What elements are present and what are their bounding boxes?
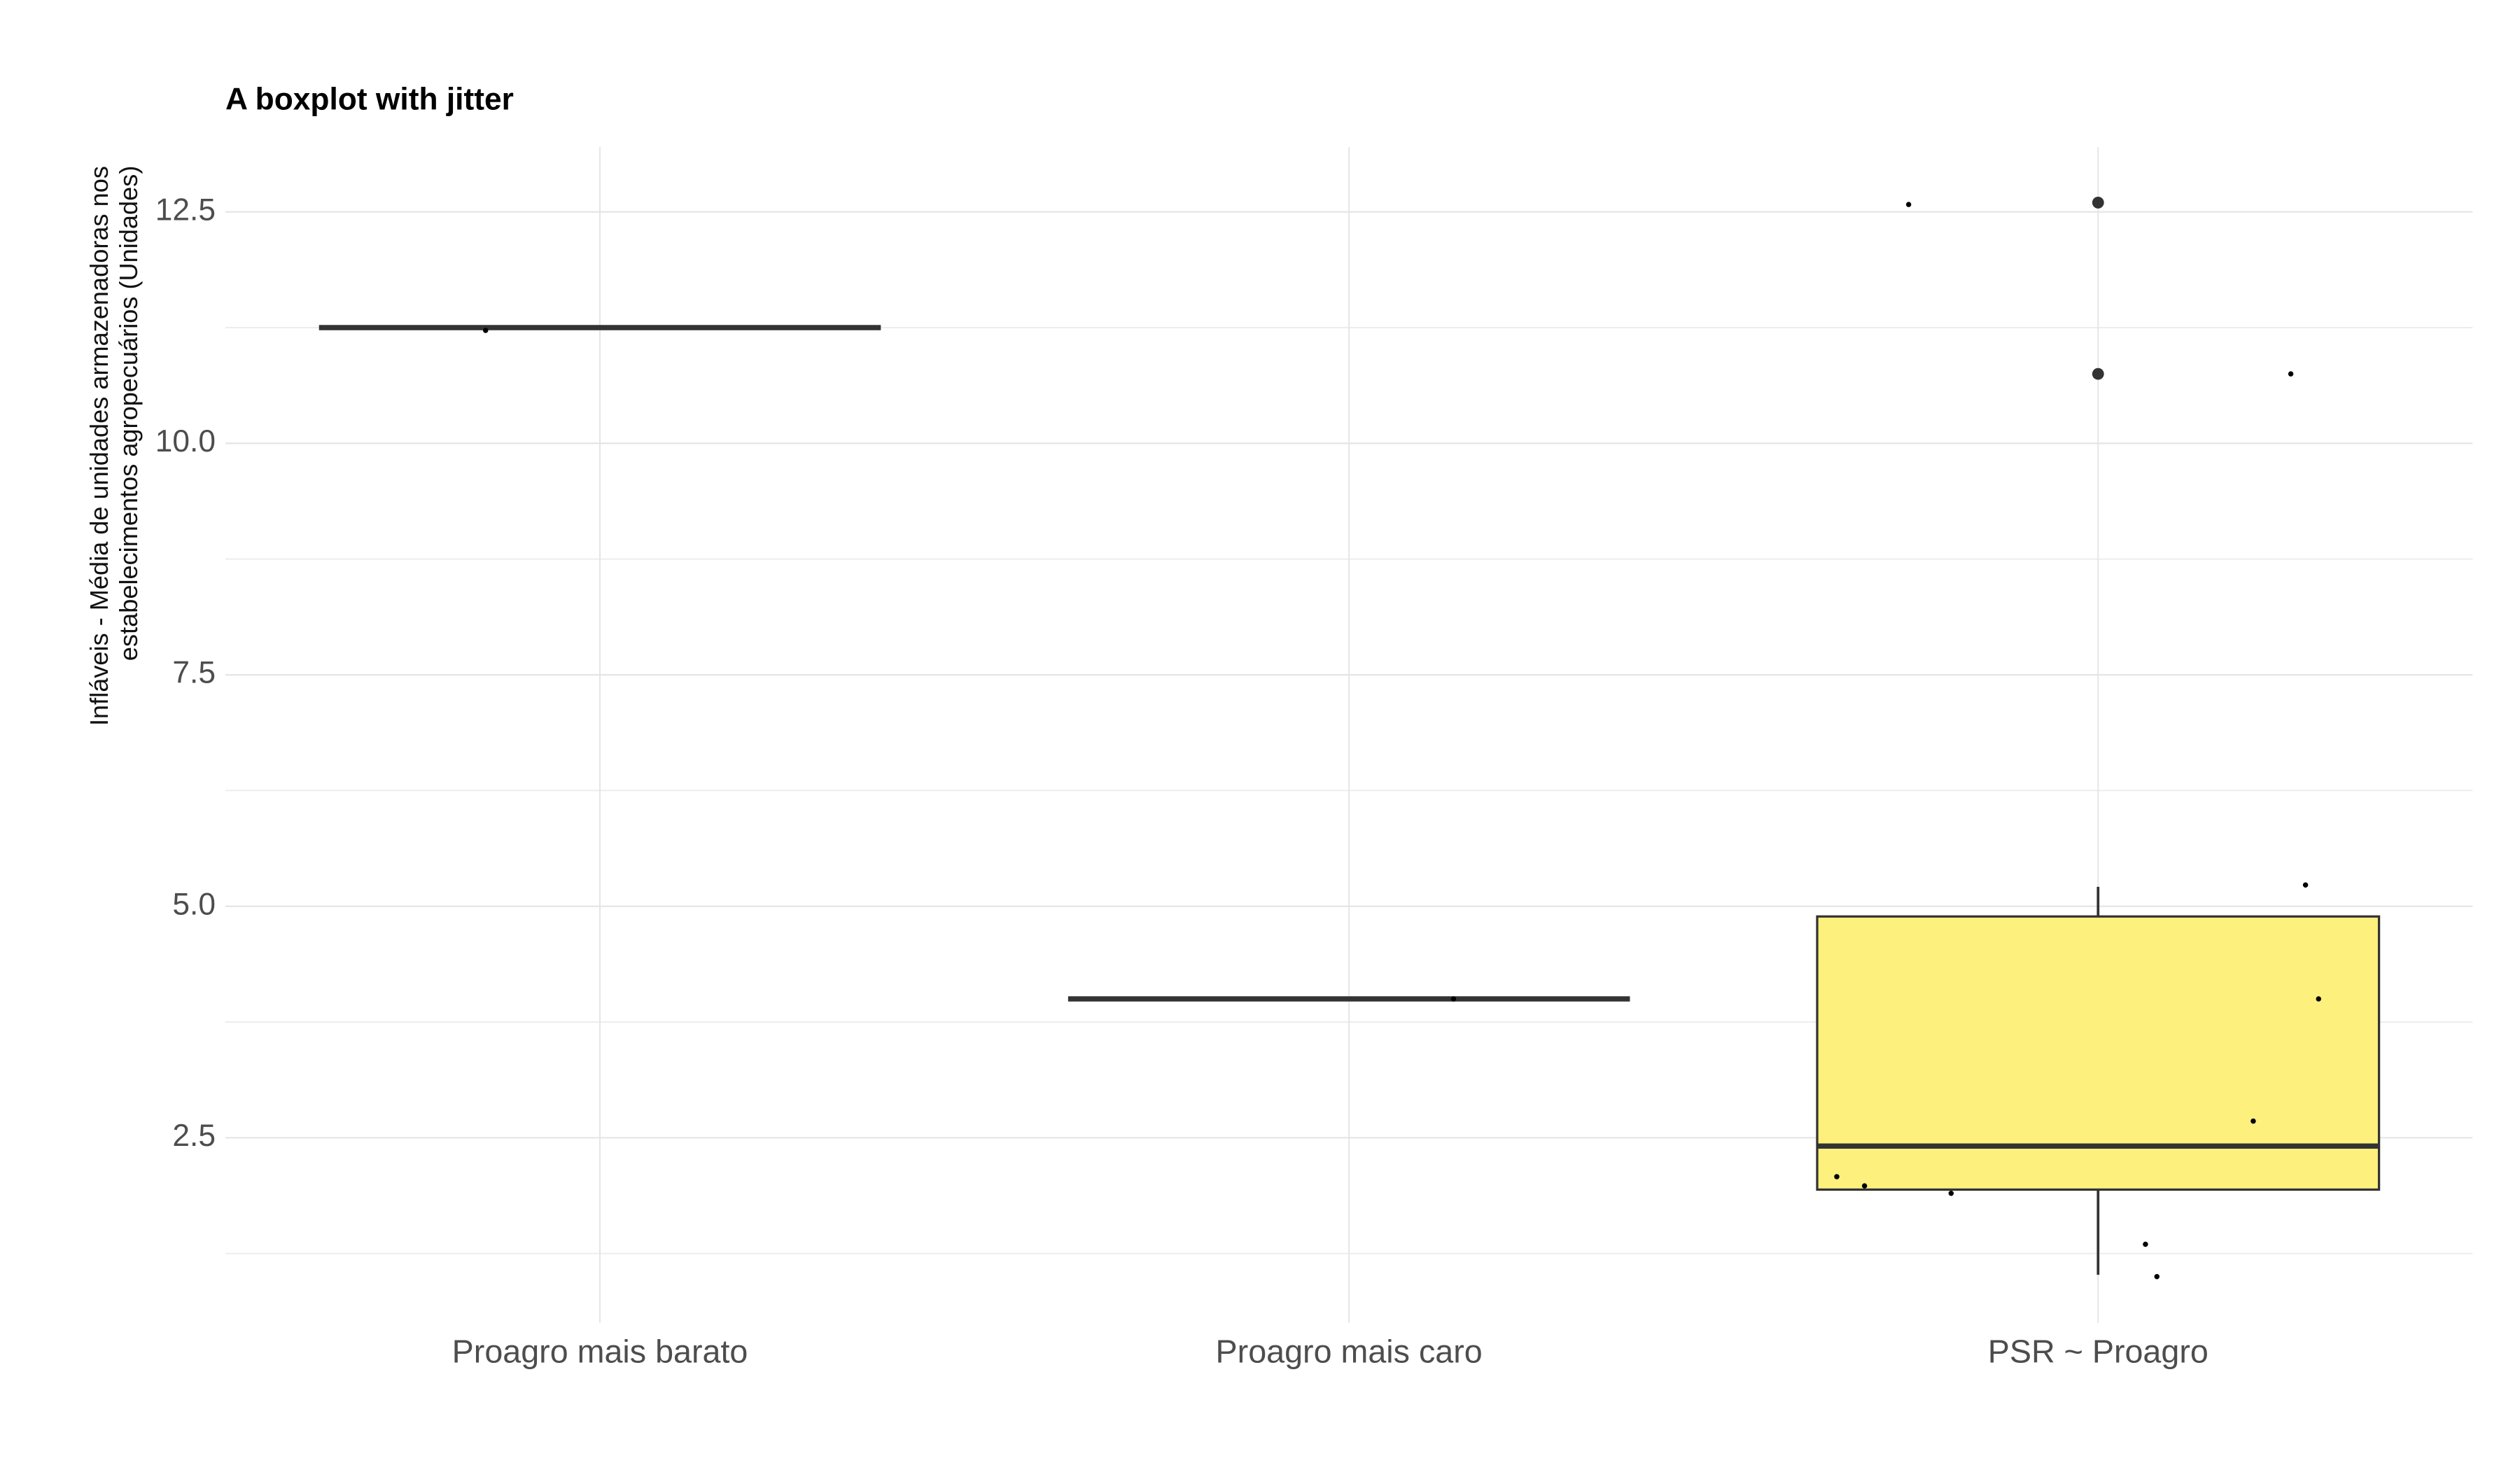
jitter-point	[2302, 882, 2309, 888]
jitter-point	[2143, 1241, 2148, 1247]
jitter-point	[2154, 1274, 2160, 1280]
x-tick-label: Proagro mais caro	[1216, 1334, 1483, 1370]
jitter-point	[2316, 996, 2321, 1002]
y-tick-label: 2.5	[172, 1119, 216, 1153]
jitter-point	[1948, 1191, 1954, 1196]
x-tick-label: Proagro mais barato	[452, 1334, 748, 1370]
y-tick-label: 12.5	[155, 192, 216, 227]
jitter-point	[2288, 371, 2294, 377]
y-axis-label: Infláveis - Média de unidades armazenado…	[85, 166, 113, 726]
y-tick-label: 5.0	[172, 887, 216, 921]
x-tick-label: PSR ~ Proagro	[1988, 1334, 2208, 1370]
y-axis-label: estabelecimentos agropecuários (Unidades…	[114, 166, 143, 661]
y-tick-label: 7.5	[172, 656, 216, 690]
y-tick-label: 10.0	[155, 424, 216, 458]
outlier	[2092, 197, 2104, 209]
jitter-point	[1861, 1183, 1868, 1189]
jitter-point	[2250, 1118, 2256, 1124]
jitter-point	[1450, 996, 1457, 1002]
jitter-point	[1905, 202, 1912, 207]
chart-title: A boxplot with jitter	[225, 82, 514, 116]
jitter-point	[482, 328, 489, 333]
outlier	[2092, 368, 2104, 380]
jitter-point	[1834, 1174, 1840, 1180]
